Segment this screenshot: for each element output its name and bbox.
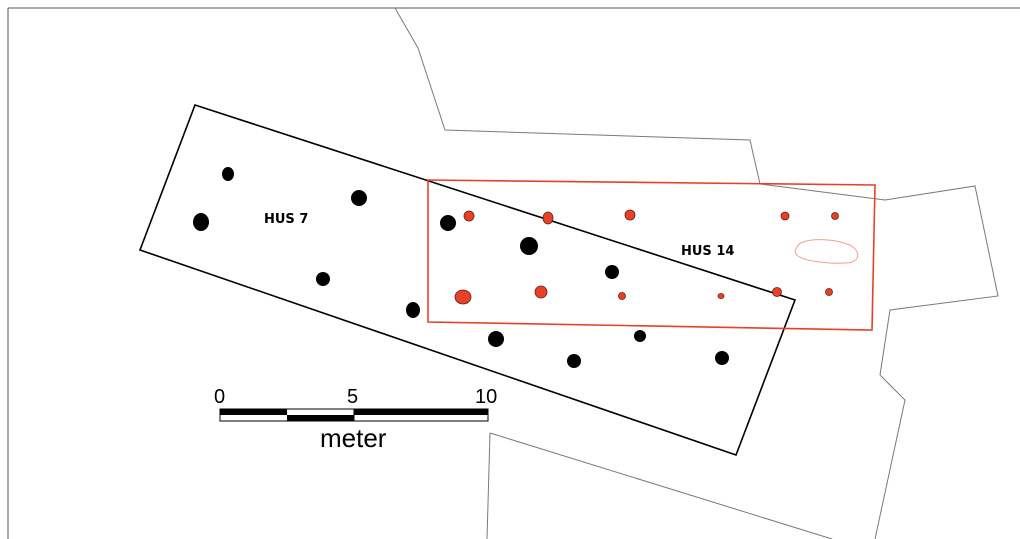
hus14-posthole bbox=[772, 287, 782, 297]
hus14-posthole bbox=[542, 211, 554, 225]
hus7-posthole bbox=[567, 354, 581, 368]
scale-bar-segment bbox=[287, 415, 354, 421]
hus14-posthole bbox=[825, 288, 833, 296]
hus14-posthole bbox=[463, 210, 475, 222]
hus14-posthole bbox=[618, 292, 626, 300]
hus7-posthole bbox=[634, 330, 646, 342]
hus14-posthole bbox=[780, 211, 790, 221]
hus7-posthole bbox=[193, 213, 209, 231]
scale-bar: 0 5 10 meter bbox=[214, 386, 497, 453]
hus14-label: HUS 14 bbox=[681, 244, 734, 259]
hus7-posthole bbox=[351, 190, 367, 206]
hus14-posthole bbox=[624, 209, 636, 221]
hus7-posthole bbox=[488, 331, 504, 347]
hus7-posthole bbox=[520, 237, 538, 255]
hus7-posthole bbox=[406, 302, 420, 318]
hus7-posthole bbox=[605, 265, 619, 279]
scale-bar-segment bbox=[354, 409, 488, 415]
scale-tick-5: 5 bbox=[347, 386, 358, 408]
excavation-boundary bbox=[394, 7, 999, 539]
hus14-posthole bbox=[717, 293, 725, 299]
scale-tick-0: 0 bbox=[214, 386, 225, 408]
hus7-label: HUS 7 bbox=[264, 212, 308, 227]
hus7-outline bbox=[138, 104, 797, 457]
scale-bar-segment bbox=[220, 409, 287, 415]
hus7-postholes bbox=[193, 167, 729, 368]
hus14-posthole bbox=[454, 289, 472, 305]
hus7-posthole bbox=[222, 167, 234, 181]
hus7-posthole bbox=[316, 272, 330, 286]
hus7-posthole bbox=[715, 351, 729, 365]
scale-tick-10: 10 bbox=[475, 386, 497, 408]
hus7-posthole bbox=[440, 215, 456, 231]
scale-unit-label: meter bbox=[320, 423, 387, 453]
hus14-posthole bbox=[831, 212, 839, 220]
hus14-posthole bbox=[534, 285, 548, 299]
hus14-outline bbox=[427, 179, 876, 331]
hus14-postholes bbox=[454, 209, 839, 305]
hus14-pit-outline bbox=[794, 239, 859, 264]
